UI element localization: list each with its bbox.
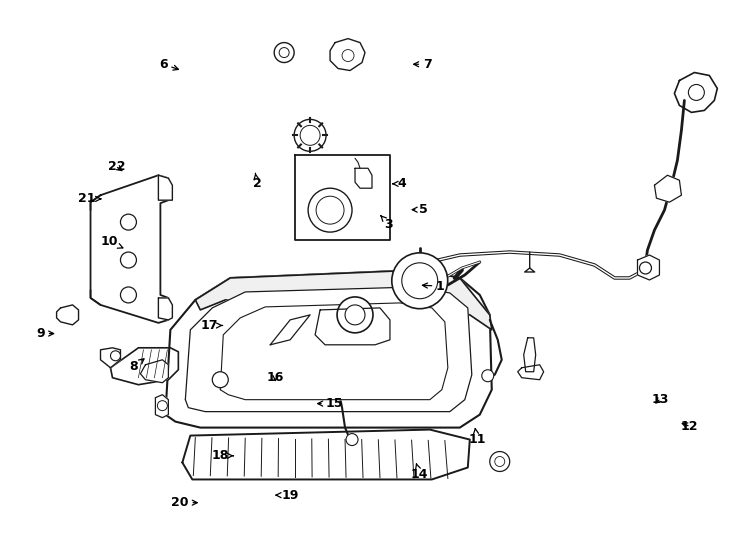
- Circle shape: [337, 297, 373, 333]
- Circle shape: [401, 263, 437, 299]
- Text: 17: 17: [200, 319, 222, 332]
- Text: 8: 8: [130, 359, 144, 374]
- Text: 11: 11: [468, 429, 486, 446]
- Polygon shape: [295, 156, 390, 240]
- Polygon shape: [655, 176, 681, 202]
- Text: 3: 3: [381, 215, 393, 231]
- Circle shape: [279, 48, 289, 58]
- Circle shape: [490, 451, 509, 471]
- Circle shape: [275, 43, 294, 63]
- Circle shape: [300, 125, 320, 145]
- Text: 22: 22: [108, 160, 126, 173]
- Text: 20: 20: [172, 496, 197, 509]
- Circle shape: [316, 196, 344, 224]
- Circle shape: [639, 262, 652, 274]
- Polygon shape: [195, 270, 492, 330]
- Polygon shape: [355, 168, 372, 188]
- Circle shape: [294, 119, 326, 151]
- Circle shape: [495, 456, 505, 467]
- Circle shape: [392, 253, 448, 309]
- Polygon shape: [186, 287, 472, 411]
- Polygon shape: [675, 72, 717, 112]
- Circle shape: [345, 305, 365, 325]
- Polygon shape: [517, 364, 544, 380]
- Circle shape: [482, 370, 494, 382]
- Circle shape: [120, 287, 137, 303]
- Polygon shape: [159, 176, 172, 200]
- Circle shape: [212, 372, 228, 388]
- Text: 9: 9: [37, 327, 54, 340]
- Text: 10: 10: [101, 235, 123, 248]
- Polygon shape: [90, 176, 168, 323]
- Circle shape: [342, 50, 354, 62]
- Polygon shape: [159, 298, 172, 320]
- Polygon shape: [638, 255, 659, 280]
- Polygon shape: [330, 38, 365, 71]
- Text: 5: 5: [413, 203, 428, 216]
- Circle shape: [688, 84, 705, 100]
- Text: 21: 21: [79, 192, 101, 205]
- Circle shape: [120, 214, 137, 230]
- Polygon shape: [111, 348, 178, 384]
- Text: 14: 14: [411, 464, 429, 481]
- Text: 4: 4: [393, 177, 407, 190]
- Polygon shape: [101, 348, 120, 368]
- Circle shape: [346, 434, 358, 445]
- Text: 15: 15: [318, 397, 343, 410]
- Polygon shape: [182, 430, 470, 480]
- Text: 6: 6: [159, 58, 178, 71]
- Text: 1: 1: [423, 280, 445, 293]
- Circle shape: [120, 252, 137, 268]
- Polygon shape: [523, 338, 536, 372]
- Text: 7: 7: [414, 58, 432, 71]
- Circle shape: [157, 401, 167, 410]
- Text: 13: 13: [651, 393, 669, 406]
- Text: 19: 19: [276, 489, 299, 502]
- Text: 16: 16: [266, 371, 284, 384]
- Polygon shape: [57, 305, 79, 325]
- Polygon shape: [165, 270, 492, 428]
- Circle shape: [308, 188, 352, 232]
- Text: 18: 18: [212, 449, 233, 462]
- Text: 12: 12: [680, 420, 698, 433]
- Circle shape: [111, 351, 120, 361]
- Polygon shape: [156, 395, 168, 417]
- Polygon shape: [220, 303, 448, 400]
- Text: 2: 2: [252, 173, 261, 190]
- Polygon shape: [140, 360, 168, 383]
